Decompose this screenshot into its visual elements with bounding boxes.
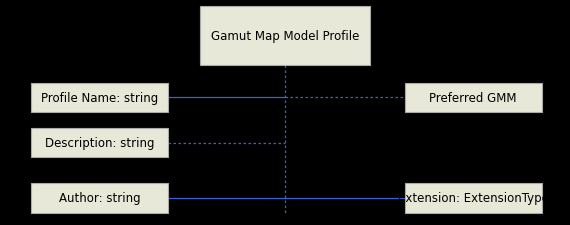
Text: Extension: ExtensionType: Extension: ExtensionType [398, 191, 548, 205]
Text: Preferred GMM: Preferred GMM [429, 91, 517, 104]
Text: Gamut Map Model Profile: Gamut Map Model Profile [211, 29, 359, 43]
Text: Profile Name: string: Profile Name: string [41, 91, 158, 104]
FancyBboxPatch shape [405, 183, 542, 213]
FancyBboxPatch shape [200, 7, 370, 65]
Text: Author: string: Author: string [59, 191, 141, 205]
Text: Description: string: Description: string [45, 136, 154, 149]
FancyBboxPatch shape [31, 83, 168, 112]
FancyBboxPatch shape [31, 183, 168, 213]
FancyBboxPatch shape [405, 83, 542, 112]
FancyBboxPatch shape [31, 128, 168, 158]
